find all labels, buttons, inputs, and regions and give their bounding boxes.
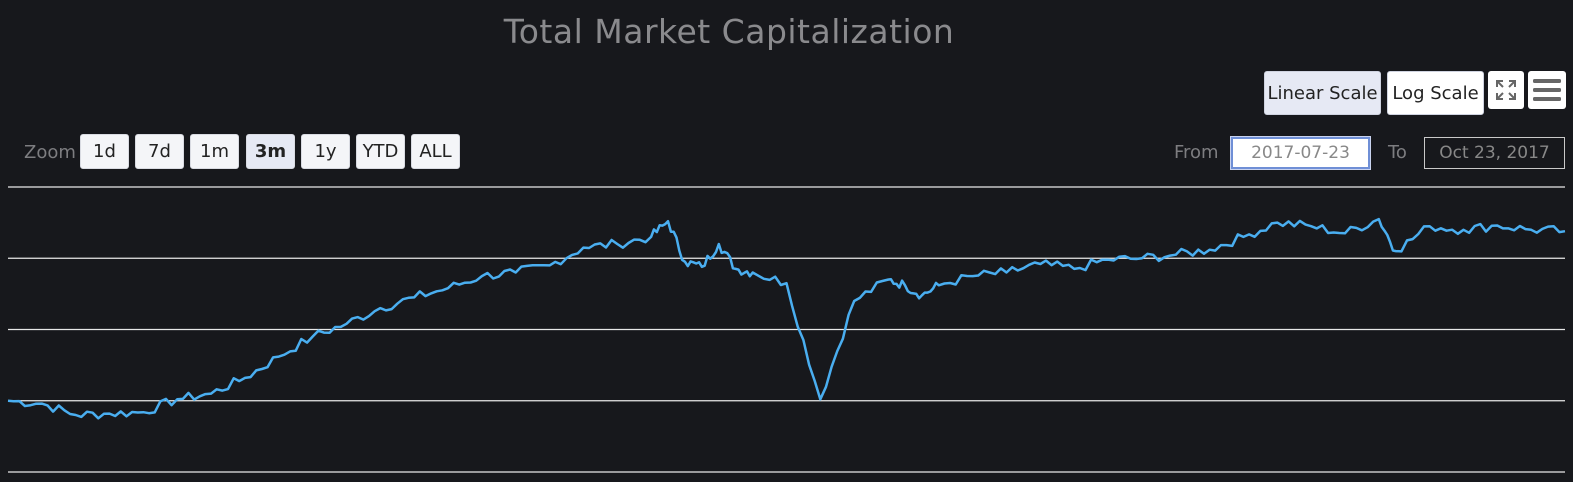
range-from-label: From [1174, 142, 1219, 163]
zoom-button-1y[interactable]: 1y [301, 134, 350, 169]
fullscreen-button[interactable] [1488, 71, 1524, 109]
zoom-button-all[interactable]: ALL [411, 134, 460, 169]
range-to-label: To [1388, 142, 1407, 163]
zoom-label: Zoom [24, 142, 76, 163]
menu-icon [1533, 79, 1561, 101]
zoom-button-1d[interactable]: 1d [80, 134, 129, 169]
range-to-input[interactable] [1424, 137, 1565, 169]
chart-plot-area [7, 186, 1566, 473]
zoom-button-1m[interactable]: 1m [190, 134, 239, 169]
range-from-input[interactable] [1230, 136, 1371, 170]
chart-title: Total Market Capitalization [503, 12, 955, 51]
menu-button[interactable] [1528, 71, 1566, 109]
zoom-button-7d[interactable]: 7d [135, 134, 184, 169]
zoom-button-3m[interactable]: 3m [246, 134, 295, 169]
linear-scale-button[interactable]: Linear Scale [1264, 71, 1381, 115]
gridlines [8, 186, 1565, 473]
zoom-button-ytd[interactable]: YTD [356, 134, 405, 169]
fullscreen-icon [1496, 80, 1516, 100]
series-group [7, 217, 1566, 420]
log-scale-button[interactable]: Log Scale [1387, 71, 1484, 115]
series-line [7, 217, 1566, 420]
